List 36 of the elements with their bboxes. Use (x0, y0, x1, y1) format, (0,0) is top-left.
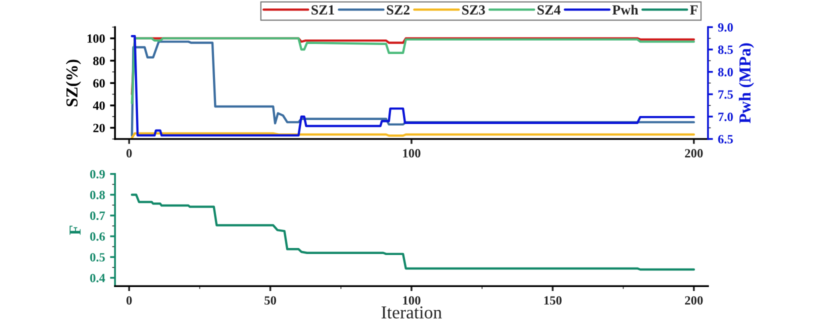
legend-label: SZ1 (312, 5, 334, 15)
legend-label: SZ4 (538, 5, 560, 15)
x-tick-label: 150 (544, 296, 562, 305)
x-axis-title: Iteration (382, 306, 442, 318)
y2-tick-label: 7.5 (718, 90, 733, 99)
x-tick-label: 200 (685, 149, 703, 158)
y2-tick-label: 9.0 (718, 23, 733, 32)
y-tick-label: 80 (93, 56, 105, 66)
y-tick-label: 0.5 (90, 253, 105, 262)
y-tick-label: 0.7 (90, 212, 105, 220)
x-tick-label: 200 (685, 296, 703, 305)
y-tick-label: 0.9 (90, 170, 105, 178)
y-tick-label: 0.6 (90, 232, 105, 241)
y2-tick-label: 8.5 (718, 46, 733, 54)
x-tick-label: 50 (264, 296, 276, 305)
y-tick-label: 20 (93, 124, 105, 132)
y-axis-title: F (70, 226, 81, 235)
y2-tick-label: 8.0 (718, 68, 733, 76)
y2-axis-title: Pwh (MPa) (738, 43, 754, 124)
y-tick-label: 0.4 (90, 274, 106, 282)
y-tick-label: 100 (88, 34, 105, 43)
y-axis-title: SZ(%) (66, 60, 81, 106)
x-tick-label: 0 (126, 296, 132, 305)
y-tick-label: 60 (93, 79, 105, 88)
legend-label: SZ3 (462, 5, 485, 15)
x-tick-label: 0 (126, 149, 132, 158)
legend-label: SZ2 (386, 5, 410, 15)
y-tick-label: 0.8 (90, 190, 105, 200)
y2-tick-label: 7.0 (718, 112, 733, 122)
legend-label: F (690, 5, 698, 14)
x-tick-label: 100 (403, 296, 420, 305)
line-series (130, 194, 695, 271)
y2-tick-label: 6.5 (718, 135, 733, 144)
y-tick-label: 40 (92, 101, 105, 110)
x-tick-label: 100 (403, 149, 420, 158)
legend-label: Pwh (612, 4, 638, 15)
